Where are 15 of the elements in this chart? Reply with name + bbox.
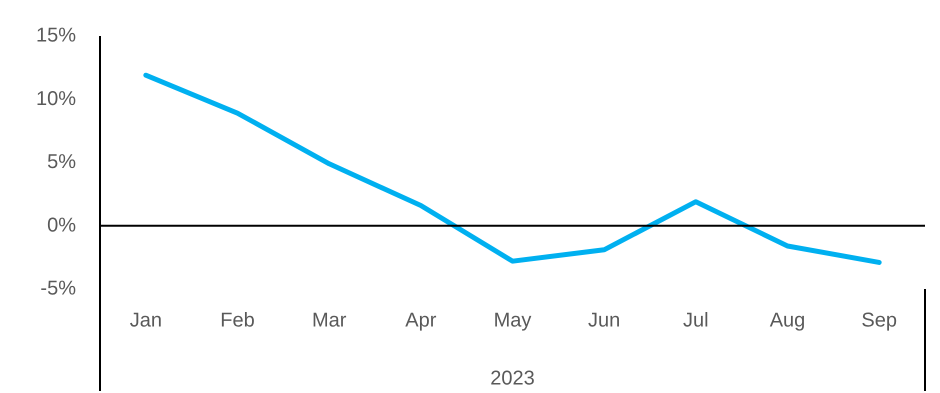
x-tick-label: May — [494, 310, 532, 332]
y-tick-label: 0% — [47, 214, 76, 236]
y-tick-label: 5% — [47, 151, 76, 174]
x-tick-label: Feb — [220, 310, 255, 332]
x-tick-label: Jun — [588, 310, 620, 332]
y-tick-label: -5% — [40, 278, 76, 300]
x-tick-label: Jul — [683, 310, 709, 332]
y-tick-label: 10% — [36, 88, 76, 110]
x-tick-label: Aug — [770, 310, 806, 332]
x-tick-label: Sep — [861, 310, 897, 332]
x-axis-title: 2023 — [490, 368, 535, 390]
y-tick-label: 15% — [36, 24, 76, 47]
x-tick-label: Mar — [312, 310, 347, 332]
x-tick-label: Apr — [405, 310, 437, 332]
x-tick-label: Jan — [130, 310, 162, 332]
